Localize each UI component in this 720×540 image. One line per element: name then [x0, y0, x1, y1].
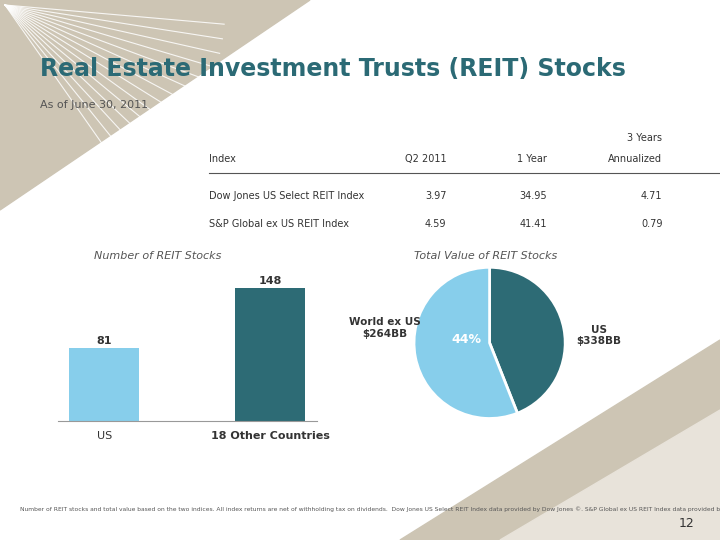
- Text: 0.79: 0.79: [641, 219, 662, 230]
- Text: 44%: 44%: [452, 333, 482, 346]
- Text: US
$338BB: US $338BB: [577, 325, 622, 346]
- Polygon shape: [0, 0, 310, 210]
- Text: Annualized: Annualized: [608, 154, 662, 165]
- Text: 41.41: 41.41: [520, 219, 547, 230]
- Text: 34.95: 34.95: [520, 191, 547, 201]
- Text: 81: 81: [96, 336, 112, 347]
- Text: Number of REIT Stocks: Number of REIT Stocks: [94, 251, 221, 261]
- Text: World ex US
$264BB: World ex US $264BB: [349, 317, 421, 339]
- Text: 56%: 56%: [498, 344, 527, 357]
- Polygon shape: [500, 410, 720, 540]
- Text: 1 Year: 1 Year: [518, 154, 547, 165]
- Text: 148: 148: [258, 276, 282, 286]
- Text: Number of REIT stocks and total value based on the two indices. All index return: Number of REIT stocks and total value ba…: [20, 507, 720, 512]
- Bar: [69, 348, 139, 421]
- Text: Index: Index: [209, 154, 235, 165]
- Text: 3.97: 3.97: [425, 191, 446, 201]
- Text: Q2 2011: Q2 2011: [405, 154, 446, 165]
- Text: As of June 30, 2011: As of June 30, 2011: [40, 100, 148, 110]
- Text: Total Value of REIT Stocks: Total Value of REIT Stocks: [414, 251, 557, 261]
- Polygon shape: [400, 340, 720, 540]
- Text: 3 Years: 3 Years: [627, 133, 662, 143]
- Text: 4.59: 4.59: [425, 219, 446, 230]
- Text: 4.71: 4.71: [641, 191, 662, 201]
- Wedge shape: [414, 267, 518, 418]
- Text: S&P Global ex US REIT Index: S&P Global ex US REIT Index: [209, 219, 348, 230]
- Text: 12: 12: [679, 517, 695, 530]
- Bar: [235, 288, 305, 421]
- Text: Real Estate Investment Trusts (REIT) Stocks: Real Estate Investment Trusts (REIT) Sto…: [40, 57, 626, 80]
- Wedge shape: [490, 267, 565, 413]
- Text: Dow Jones US Select REIT Index: Dow Jones US Select REIT Index: [209, 191, 364, 201]
